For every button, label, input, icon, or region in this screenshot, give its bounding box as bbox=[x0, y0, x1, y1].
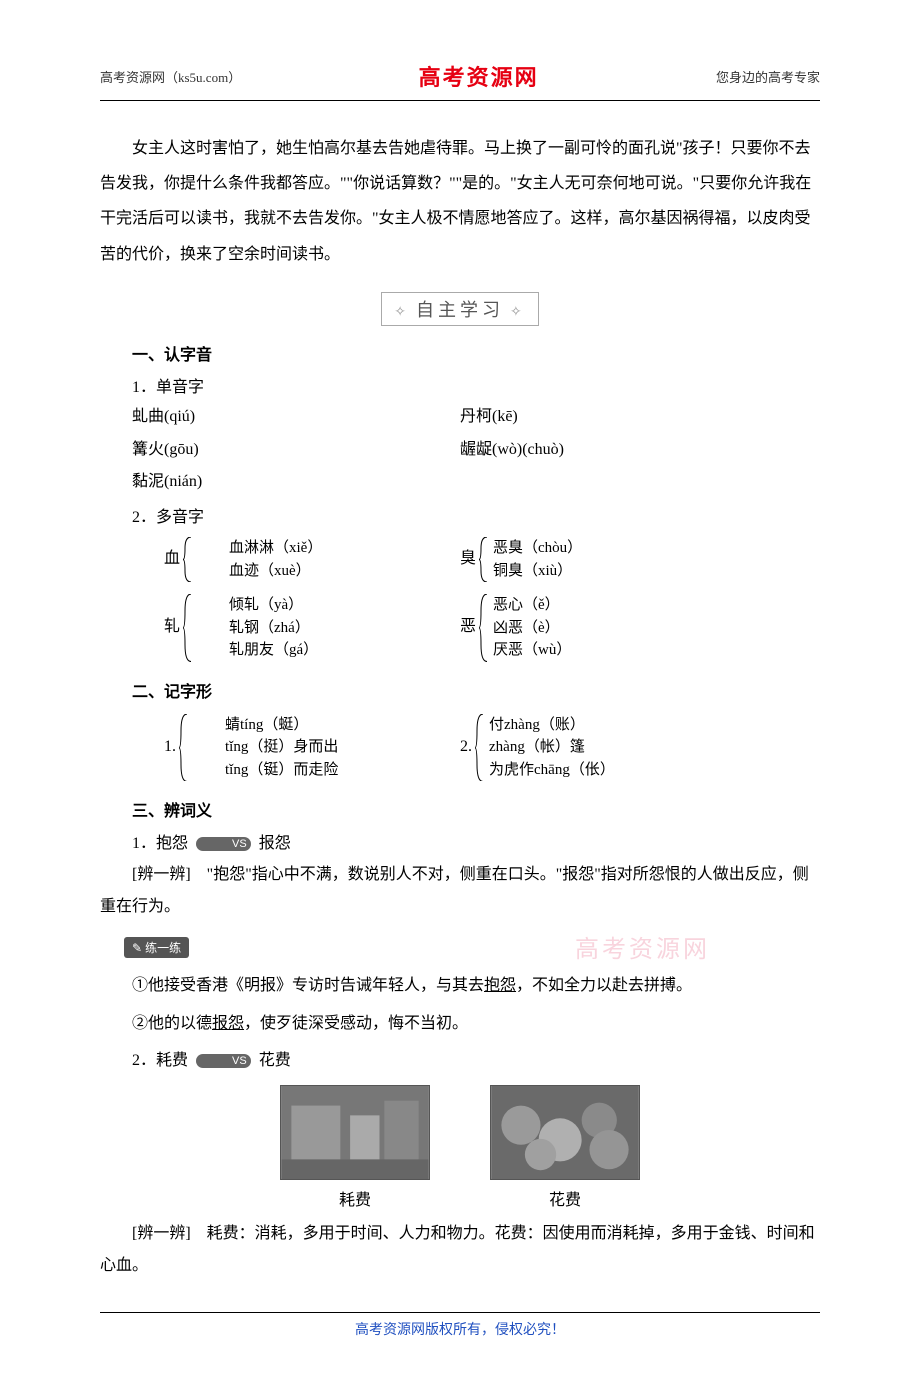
sub-1-1: 1．单音字 bbox=[100, 373, 820, 397]
explain-1: [辨一辨] "抱怨"指心中不满，数说别人不对，侧重在口头。"报怨"指对所怨恨的人… bbox=[100, 859, 820, 923]
heading-1: 一、认字音 bbox=[100, 341, 820, 365]
poly-4-item-2: 厌恶（wù） bbox=[493, 639, 571, 662]
exercise-2: ②他的以德报怨，使歹徒深受感动，悔不当初。 bbox=[100, 1008, 820, 1040]
brace-icon bbox=[478, 594, 493, 662]
header-title: 高考资源网 bbox=[419, 60, 539, 92]
form-2-item-1: zhàng（帐）篷 bbox=[489, 736, 615, 759]
poly-group-4: 恶 恶心（ě） 凶恶（è） 厌恶（wù） bbox=[460, 594, 571, 662]
image-caption-2: 花费 bbox=[490, 1186, 640, 1210]
image-caption-1: 耗费 bbox=[280, 1186, 430, 1210]
explain-2-text: 耗费：消耗，多用于时间、人力和物力。花费：因使用而消耗掉，多用于金钱、时间和心血… bbox=[100, 1225, 815, 1274]
ex1-pre: ①他接受香港《明报》专访时告诫年轻人，与其去 bbox=[132, 977, 484, 994]
exercise-1: ①他接受香港《明报》专访时告诫年轻人，与其去抱怨，不如全力以赴去拼搏。 bbox=[100, 970, 820, 1002]
image-box-1: 耗费 bbox=[280, 1085, 430, 1210]
mono-3-r bbox=[460, 468, 820, 497]
mono-1-l: 虬曲(qiú) bbox=[100, 403, 460, 432]
poly-4-label: 恶 bbox=[460, 594, 478, 662]
poly-3-item-1: 轧钢（zhá） bbox=[197, 617, 318, 640]
heading-3: 三、辨词义 bbox=[100, 797, 820, 821]
form-2-item-0: 付zhàng（账） bbox=[489, 714, 615, 737]
page-header: 高考资源网（ks5u.com） 高考资源网 您身边的高考专家 bbox=[100, 60, 820, 101]
form-2-item-2: 为虎作chāng（伥） bbox=[489, 759, 615, 782]
watermark: 高考资源网 bbox=[575, 929, 710, 964]
term-2-b: 花费 bbox=[259, 1052, 291, 1069]
form-2-label: 2. bbox=[460, 714, 474, 782]
sub-1-2: 2．多音字 bbox=[100, 503, 820, 527]
term-1: 1．抱怨 VS 报怨 bbox=[100, 829, 820, 853]
heading-2: 二、记字形 bbox=[100, 678, 820, 702]
ex2-underline: 报怨 bbox=[212, 1015, 244, 1032]
form-1-item-2: tǐng（铤）而走险 bbox=[193, 759, 338, 782]
poly-group-1: 血 血淋淋（xiě） 血迹（xuè） bbox=[132, 537, 322, 582]
header-right: 您身边的高考专家 bbox=[716, 67, 820, 86]
explain-1-label: [辨一辨] bbox=[132, 866, 191, 883]
story-paragraph: 女主人这时害怕了，她生怕高尔基去告她虐待罪。马上换了一副可怜的面孔说"孩子！只要… bbox=[100, 131, 820, 272]
ex1-underline: 抱怨 bbox=[484, 977, 516, 994]
poly-2-item-0: 恶臭（chòu） bbox=[493, 537, 582, 560]
brace-icon bbox=[478, 537, 493, 582]
term-2-a: 2．耗费 bbox=[132, 1052, 188, 1069]
brace-icon bbox=[182, 537, 197, 582]
section-banner: 自主学习 bbox=[100, 292, 820, 326]
vs-badge: VS bbox=[196, 837, 251, 851]
poly-2-label: 臭 bbox=[460, 537, 478, 582]
mono-row-3: 黏泥(nián) bbox=[100, 468, 820, 497]
mono-2-r: 龌龊(wò)(chuò) bbox=[460, 436, 820, 465]
coins-image bbox=[490, 1085, 640, 1180]
term-2: 2．耗费 VS 花费 bbox=[100, 1046, 820, 1070]
page-footer: 高考资源网版权所有，侵权必究！ bbox=[100, 1312, 820, 1339]
poly-row-2: 轧 倾轧（yà） 轧钢（zhá） 轧朋友（gá） 恶 恶心（ě） bbox=[100, 590, 820, 666]
poly-row-1: 血 血淋淋（xiě） 血迹（xuè） 臭 恶臭（chòu） 铜臭（xiù） bbox=[100, 533, 820, 586]
form-1-label: 1. bbox=[132, 714, 178, 782]
poly-3-item-2: 轧朋友（gá） bbox=[197, 639, 318, 662]
banner-text: 自主学习 bbox=[381, 292, 538, 326]
explain-2: [辨一辨] 耗费：消耗，多用于时间、人力和物力。花费：因使用而消耗掉，多用于金钱… bbox=[100, 1218, 820, 1282]
image-row: 耗费 花费 bbox=[100, 1085, 820, 1210]
poly-4-item-1: 凶恶（è） bbox=[493, 617, 571, 640]
ex2-pre: ②他的以德 bbox=[132, 1015, 212, 1032]
brace-icon bbox=[178, 714, 193, 782]
explain-1-text: "抱怨"指心中不满，数说别人不对，侧重在口头。"报怨"指对所怨恨的人做出反应，侧… bbox=[100, 866, 809, 915]
ex1-post: ，不如全力以赴去拼搏。 bbox=[516, 977, 692, 994]
poly-2-item-1: 铜臭（xiù） bbox=[493, 560, 582, 583]
mono-3-l: 黏泥(nián) bbox=[100, 468, 460, 497]
brace-icon bbox=[182, 594, 197, 662]
form-group-1: 1. 蜻tíng（蜓） tǐng（挺）身而出 tǐng（铤）而走险 bbox=[132, 714, 338, 782]
mono-row-1: 虬曲(qiú) 丹柯(kē) bbox=[100, 403, 820, 432]
poly-1-item-1: 血迹（xuè） bbox=[197, 560, 322, 583]
header-left: 高考资源网（ks5u.com） bbox=[100, 67, 241, 86]
term-1-a: 1．抱怨 bbox=[132, 835, 188, 852]
poly-3-item-0: 倾轧（yà） bbox=[197, 594, 318, 617]
vs-badge: VS bbox=[196, 1054, 251, 1068]
ex2-post: ，使歹徒深受感动，悔不当初。 bbox=[244, 1015, 468, 1032]
poly-4-item-0: 恶心（ě） bbox=[493, 594, 571, 617]
poly-1-label: 血 bbox=[132, 537, 182, 582]
mono-1-r: 丹柯(kē) bbox=[460, 403, 820, 432]
room-image bbox=[280, 1085, 430, 1180]
mono-2-l: 篝火(gōu) bbox=[100, 436, 460, 465]
practice-badge: 练一练 bbox=[124, 937, 189, 958]
form-1-item-0: 蜻tíng（蜓） bbox=[193, 714, 338, 737]
mono-row-2: 篝火(gōu) 龌龊(wò)(chuò) bbox=[100, 436, 820, 465]
poly-group-2: 臭 恶臭（chòu） 铜臭（xiù） bbox=[460, 537, 582, 582]
form-row: 1. 蜻tíng（蜓） tǐng（挺）身而出 tǐng（铤）而走险 2. 付zh… bbox=[100, 710, 820, 786]
image-box-2: 花费 bbox=[490, 1085, 640, 1210]
explain-2-label: [辨一辨] bbox=[132, 1225, 191, 1242]
form-group-2: 2. 付zhàng（账） zhàng（帐）篷 为虎作chāng（伥） bbox=[460, 714, 615, 782]
poly-3-label: 轧 bbox=[132, 594, 182, 662]
term-1-b: 报怨 bbox=[259, 835, 291, 852]
brace-icon bbox=[474, 714, 489, 782]
form-1-item-1: tǐng（挺）身而出 bbox=[193, 736, 338, 759]
poly-1-item-0: 血淋淋（xiě） bbox=[197, 537, 322, 560]
poly-group-3: 轧 倾轧（yà） 轧钢（zhá） 轧朋友（gá） bbox=[132, 594, 318, 662]
